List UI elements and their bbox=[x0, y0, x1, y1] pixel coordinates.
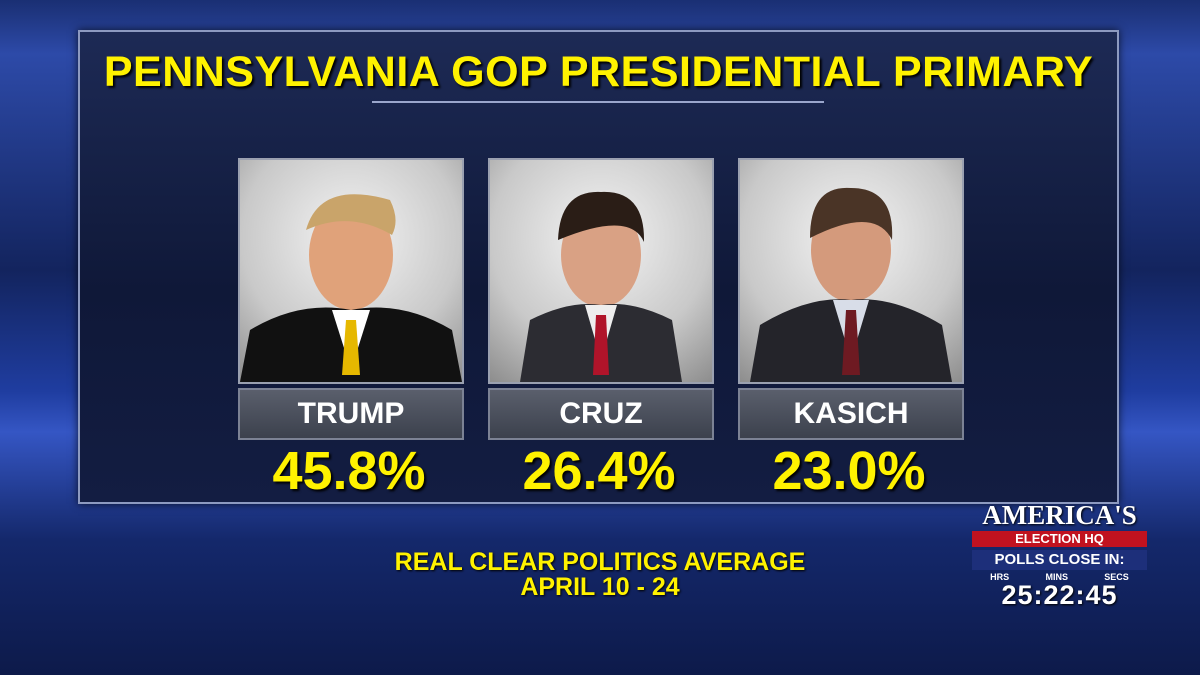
unit: HRS bbox=[990, 572, 1010, 582]
dates: APRIL 10 - 24 bbox=[520, 573, 680, 601]
unit: MINS bbox=[1045, 572, 1068, 582]
candidate-name: CRUZ bbox=[488, 388, 714, 440]
title: PENNSYLVANIA GOP PRESIDENTIAL PRIMARY bbox=[103, 48, 1094, 96]
countdown: 25:22:45 bbox=[1001, 580, 1118, 610]
candidate-photo bbox=[488, 158, 714, 384]
countdown-label: POLLS CLOSE IN: bbox=[972, 550, 1147, 570]
candidate-name: TRUMP bbox=[238, 388, 464, 440]
unit: SECS bbox=[1104, 572, 1129, 582]
candidate-percentage: 45.8% bbox=[272, 441, 426, 501]
logo-brand: AMERICA'S bbox=[982, 500, 1137, 530]
candidate-percentage: 23.0% bbox=[772, 441, 926, 501]
candidate-name: KASICH bbox=[738, 388, 964, 440]
network-logo: AMERICA'S ELECTION HQ POLLS CLOSE IN: HR… bbox=[972, 500, 1147, 615]
countdown-units: HRS MINS SECS bbox=[972, 572, 1147, 582]
logo-subtitle: ELECTION HQ bbox=[972, 531, 1147, 547]
candidate-photo bbox=[738, 158, 964, 384]
source: REAL CLEAR POLITICS AVERAGE bbox=[394, 548, 806, 576]
candidate-percentage: 26.4% bbox=[522, 441, 676, 501]
title-rule bbox=[372, 101, 824, 103]
candidate-photo bbox=[238, 158, 464, 384]
